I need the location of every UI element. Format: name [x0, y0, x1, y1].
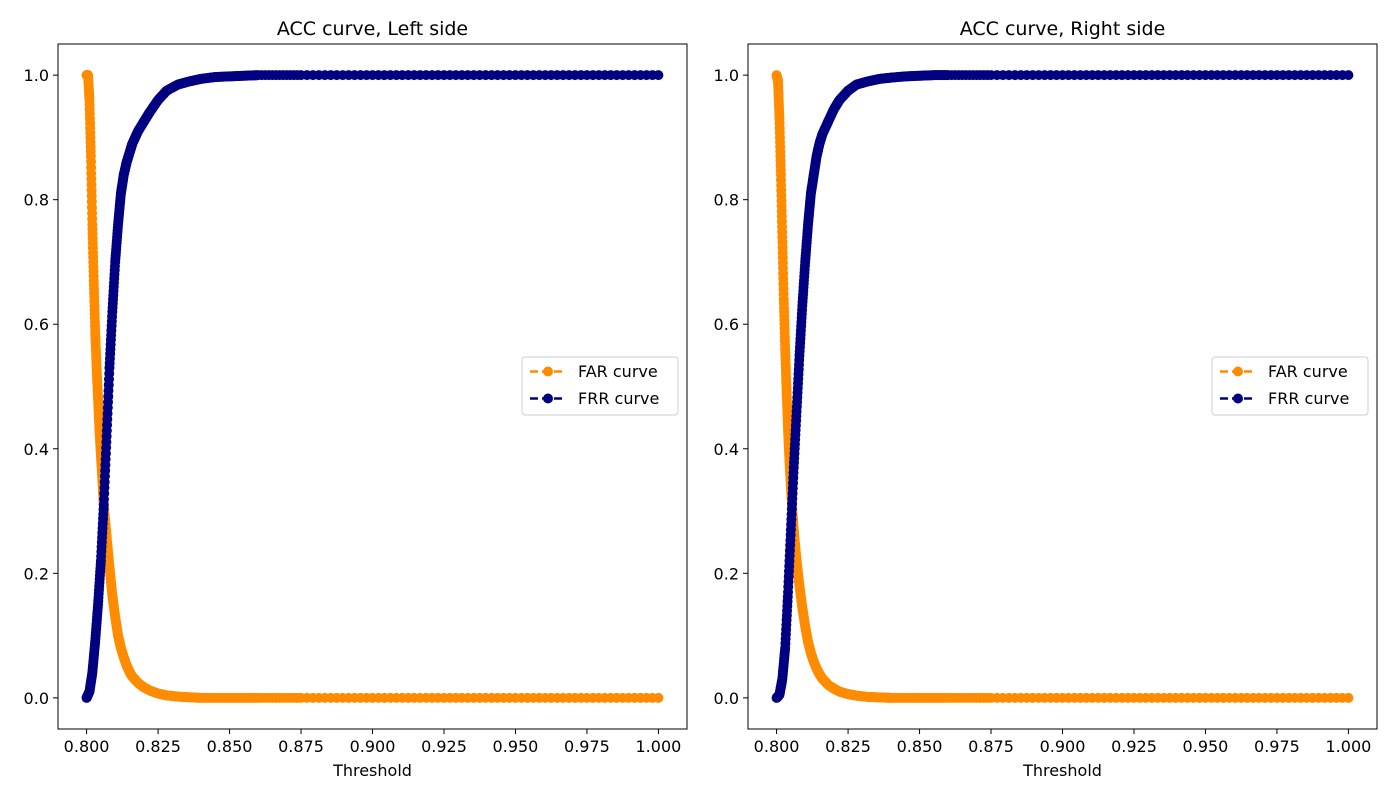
left-frr-curve-point [653, 70, 664, 81]
left-x-tick-label: 0.900 [350, 737, 396, 756]
left-x-tick-label: 0.875 [278, 737, 324, 756]
left-x-tick-label: 0.850 [207, 737, 253, 756]
left-chart-title: ACC curve, Left side [277, 18, 468, 40]
right-legend-far-label: FAR curve [1268, 362, 1348, 381]
right-chart-title: ACC curve, Right side [960, 18, 1166, 40]
left-x-tick-label: 0.975 [564, 737, 610, 756]
left-legend-frr-label: FRR curve [578, 389, 659, 408]
right-far-curve-point [1343, 692, 1354, 703]
left-x-tick-label: 1.000 [636, 737, 682, 756]
right-x-tick-label: 0.975 [1254, 737, 1300, 756]
right-x-tick-label: 0.825 [825, 737, 871, 756]
right-x-tick-label: 1.000 [1326, 737, 1372, 756]
left-x-tick-label: 0.925 [421, 737, 467, 756]
right-x-tick-label: 0.925 [1111, 737, 1157, 756]
left-y-tick-label: 0.6 [24, 315, 49, 334]
left-y-tick-label: 0.4 [24, 440, 49, 459]
left-legend-far-label: FAR curve [578, 362, 658, 381]
right-y-tick-label: 1.0 [714, 66, 739, 85]
right-x-tick-label: 0.900 [1040, 737, 1086, 756]
left-legend: FAR curve FRR curve [521, 356, 679, 416]
right-y-tick-label: 0.8 [714, 191, 739, 210]
left-axis-ticks: 0.800 0.825 0.850 0.875 0.900 0.925 0.950 0.975… [24, 66, 682, 756]
right-chart-panel: ACC curve, Right side 0.800 0.825 0.850 0.8… [714, 18, 1378, 780]
right-x-tick-label: 0.850 [897, 737, 943, 756]
left-y-tick-label: 0.0 [24, 689, 49, 708]
left-y-tick-label: 0.8 [24, 191, 49, 210]
left-legend-frr-marker [543, 393, 553, 404]
right-y-tick-label: 0.4 [714, 440, 739, 459]
right-x-axis-label: Threshold [1022, 761, 1102, 780]
right-y-tick-label: 0.2 [714, 564, 739, 583]
right-axis-ticks: 0.800 0.825 0.850 0.875 0.900 0.925 0.950 0.975… [714, 66, 1372, 756]
left-plot-area [81, 70, 664, 703]
right-legend-frr-label: FRR curve [1268, 389, 1349, 408]
left-x-axis-label: Threshold [332, 761, 412, 780]
right-x-tick-label: 0.800 [754, 737, 800, 756]
right-legend-frr-marker [1233, 393, 1243, 404]
right-x-tick-label: 0.950 [1183, 737, 1229, 756]
left-chart-panel: ACC curve, Left side 0.800 0.825 0.850 0.87… [24, 18, 688, 780]
right-legend: FAR curve FRR curve [1211, 356, 1369, 416]
left-y-tick-label: 0.2 [24, 564, 49, 583]
left-legend-far-marker [543, 366, 553, 377]
left-far-curve-point [653, 692, 664, 703]
right-y-tick-label: 0.6 [714, 315, 739, 334]
left-y-tick-label: 1.0 [24, 66, 49, 85]
right-legend-far-marker [1233, 366, 1243, 377]
right-plot-area [771, 70, 1354, 703]
left-x-tick-label: 0.800 [64, 737, 110, 756]
right-frr-curve-point [1343, 70, 1354, 81]
right-y-tick-label: 0.0 [714, 689, 739, 708]
right-x-tick-label: 0.875 [968, 737, 1014, 756]
left-x-tick-label: 0.825 [135, 737, 181, 756]
left-x-tick-label: 0.950 [493, 737, 539, 756]
